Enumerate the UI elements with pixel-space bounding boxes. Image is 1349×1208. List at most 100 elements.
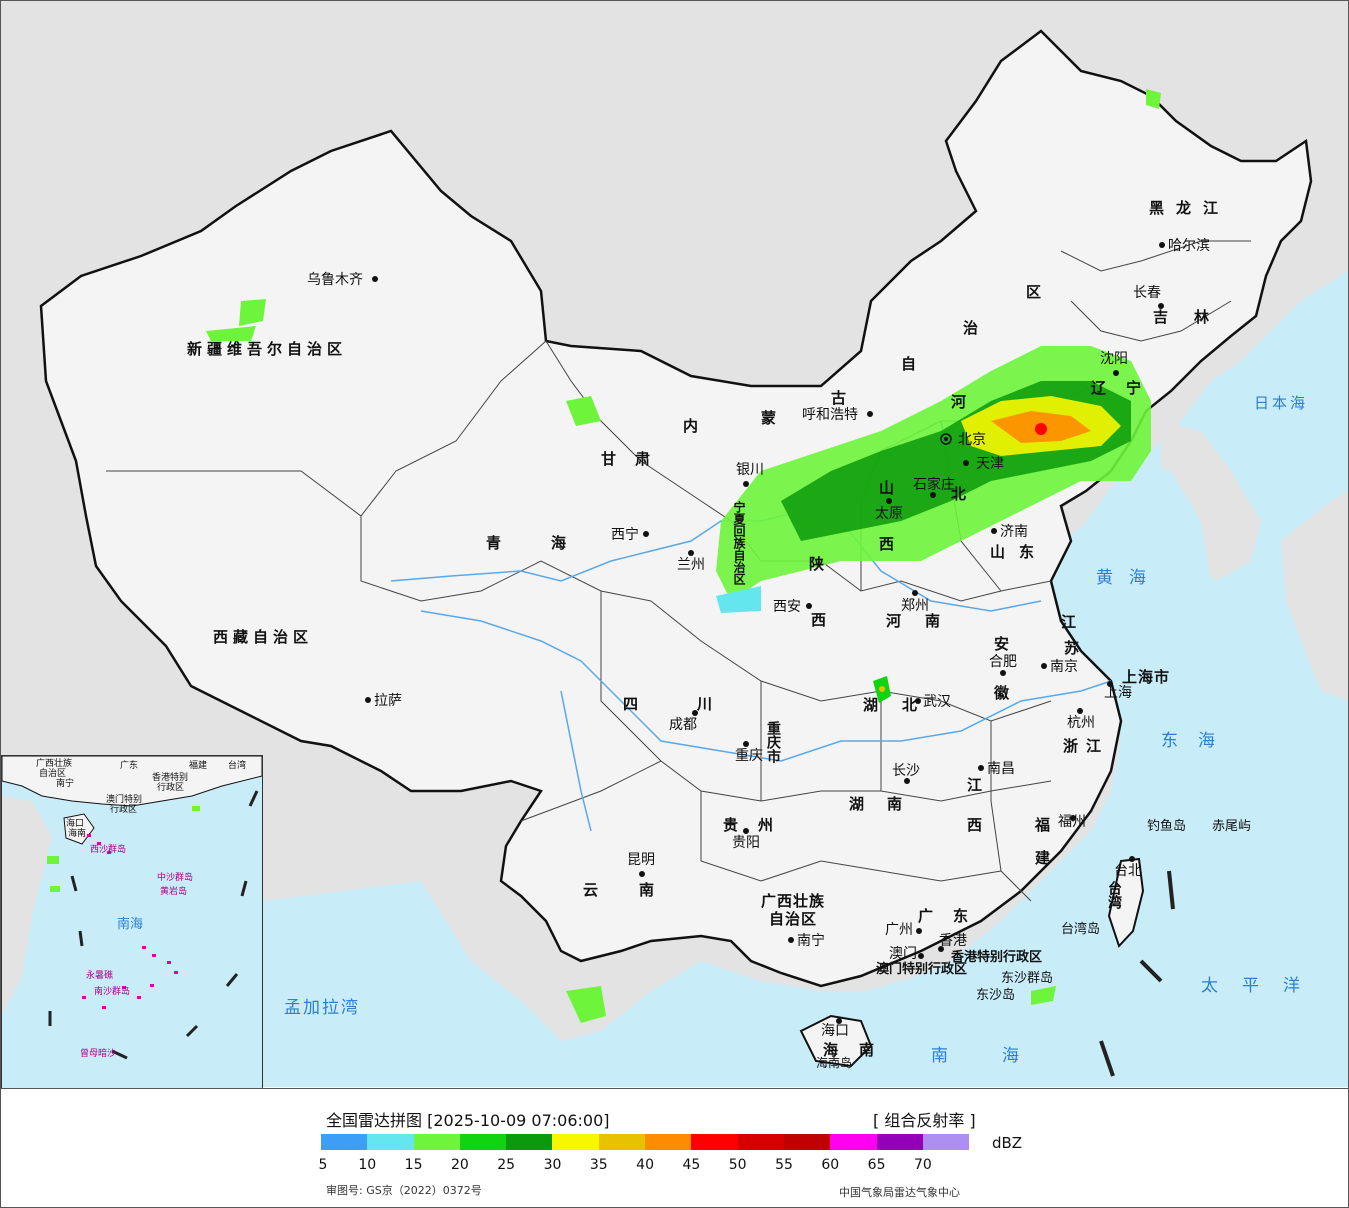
prov-hebei-2: 北: [951, 485, 968, 503]
prov-sichuan-2: 川: [696, 695, 714, 713]
map-approval-number: 审图号: GS京（2022）0372号: [326, 1184, 482, 1197]
prov-heilongjiang: 黑龙江: [1149, 199, 1230, 217]
prov-shaanxi-2: 西: [811, 611, 828, 629]
city-tianjin: 天津: [963, 456, 1004, 472]
svg-text:成都: 成都: [669, 717, 697, 733]
island-taiwan: 台湾岛: [1061, 921, 1100, 937]
inset-mainland: [2, 756, 262, 807]
city-nanning: 南宁: [788, 932, 825, 949]
tick-label: 60: [821, 1157, 840, 1173]
echo-yunnan: [566, 986, 606, 1023]
svg-text:海口: 海口: [66, 817, 84, 829]
hainan-island: [799, 1014, 873, 1068]
city-fuzhou: 福州: [1058, 814, 1086, 830]
svg-text:西安: 西安: [773, 599, 801, 615]
inset-reefs: [82, 834, 178, 1009]
city-urumqi: 乌鲁木齐: [307, 272, 378, 288]
prov-fujian-2: 建: [1035, 849, 1052, 867]
province-labels: 新疆维吾尔自治区 西藏自治区 青海 甘 肃 内 蒙 古 自 治 区 黑龙江 吉林…: [187, 199, 1230, 1059]
south-china-sea-inset: 广西壮族 自治区 南宁 广东 福建 台湾 香港特别 行政区 澳门特别 行政区 海…: [1, 755, 263, 1089]
prov-guangdong: 广东: [918, 907, 988, 925]
svg-text:海南: 海南: [68, 827, 86, 839]
prov-jiangxi-1: 江: [967, 776, 984, 794]
svg-text:台湾: 台湾: [228, 759, 246, 771]
prov-gansu-1: 甘: [601, 450, 618, 468]
prov-gansu-2: 肃: [635, 450, 652, 468]
island-chiwei: 赤尾屿: [1212, 819, 1251, 834]
sea-south: 南海: [931, 1046, 1073, 1066]
island-labels: 钓鱼岛 赤尾屿 台湾岛 东沙群岛 东沙岛 海南岛: [816, 818, 1251, 1070]
prov-qinghai: 青海: [486, 534, 616, 552]
color-swatch: [598, 1134, 646, 1150]
svg-text:杭州: 杭州: [1067, 715, 1095, 731]
svg-text:乌鲁木齐: 乌鲁木齐: [307, 272, 363, 288]
tick-label: 45: [682, 1157, 701, 1173]
svg-text:自治区: 自治区: [39, 767, 66, 779]
city-changchun: 长春: [1133, 285, 1164, 309]
svg-text:曾母暗沙: 曾母暗沙: [80, 1047, 116, 1059]
prov-ningxia: 宁夏回族自治区: [732, 500, 746, 586]
svg-text:重庆: 重庆: [735, 748, 763, 764]
svg-text:天津: 天津: [976, 456, 1004, 472]
echo-north-red: [1035, 423, 1047, 435]
prov-guizhou: 贵州: [723, 816, 793, 834]
prov-inner-4: 自: [901, 355, 918, 373]
svg-text:澳门: 澳门: [889, 946, 917, 962]
city-taiyuan: 太原: [875, 498, 903, 522]
svg-text:拉萨: 拉萨: [374, 693, 402, 709]
echo-xinjiang-2: [206, 326, 256, 341]
prov-inner-5: 治: [963, 319, 980, 337]
island-diaoyu: 钓鱼岛: [1147, 818, 1186, 834]
prov-hebei-1: 河: [951, 393, 968, 411]
city-beijing: 北京: [940, 432, 986, 448]
island-dongsha-isl: 东沙岛: [976, 987, 1015, 1003]
city-taipei: 台北: [1114, 856, 1142, 879]
china-seas: [601, 461, 1348, 1087]
sea-yellow: 黄海: [1096, 568, 1162, 588]
svg-text:西沙群岛: 西沙群岛: [90, 843, 126, 855]
svg-text:上海: 上海: [1104, 685, 1132, 701]
prov-fujian-1: 福: [1034, 816, 1052, 834]
prov-zhejiang: 浙江: [1063, 737, 1109, 755]
taiwan-island: [1107, 857, 1145, 948]
prov-tibet: 西藏自治区: [213, 628, 313, 646]
svg-text:呼和浩特: 呼和浩特: [802, 407, 858, 423]
tick-label: 25: [497, 1157, 516, 1173]
city-hohhot: 呼和浩特: [802, 407, 873, 423]
svg-text:南海: 南海: [117, 916, 143, 932]
svg-text:长春: 长春: [1133, 285, 1161, 301]
prov-hubei: 湖北: [863, 696, 941, 714]
sea-japan: 日本海: [1254, 394, 1308, 412]
prov-shaanxi-1: 陕: [809, 555, 826, 573]
svg-text:行政区: 行政区: [157, 781, 184, 793]
prov-liaoning: 辽宁: [1091, 379, 1161, 397]
color-swatch: [506, 1134, 553, 1150]
radar-echoes: [206, 89, 1161, 1023]
city-shijiazhuang: 石家庄: [913, 476, 955, 498]
echo-east-sea: [1031, 986, 1056, 1005]
color-swatch: [645, 1134, 692, 1150]
city-nanchang: 南昌: [978, 761, 1015, 777]
svg-text:郑州: 郑州: [901, 598, 929, 614]
sea-bengal: 孟加拉湾: [284, 998, 360, 1018]
producer-label: 中国气象局雷达气象中心: [839, 1186, 960, 1199]
city-markers: 乌鲁木齐 拉萨 西宁 兰州 银川 呼和浩特 北京 天津 太原 石家庄 济南 郑州…: [307, 238, 1210, 1039]
svg-text:银川: 银川: [736, 462, 764, 478]
svg-text:南京: 南京: [1050, 659, 1078, 675]
tick-label: 20: [450, 1157, 469, 1173]
prov-hainan-2: 南: [859, 1041, 876, 1059]
svg-text:广东: 广东: [120, 759, 138, 771]
svg-text:广州: 广州: [885, 922, 913, 938]
svg-text:哈尔滨: 哈尔滨: [1168, 238, 1210, 254]
prov-taiwan: 台湾: [1106, 880, 1122, 910]
tick-label: 5: [318, 1157, 328, 1173]
prov-yunnan-2: 南: [639, 881, 656, 899]
sea-labels: 日本海 黄海 东海 太平洋 南海 孟加拉湾: [284, 394, 1308, 1066]
svg-text:南昌: 南昌: [987, 761, 1015, 777]
city-haikou: 海口: [821, 1018, 849, 1039]
tick-label: 35: [589, 1157, 608, 1173]
legend-title: 全国雷达拼图 [2025-10-09 07:06:00]: [326, 1111, 610, 1130]
prov-shanxi-1: 山: [879, 479, 896, 497]
svg-text:北京: 北京: [958, 432, 986, 448]
